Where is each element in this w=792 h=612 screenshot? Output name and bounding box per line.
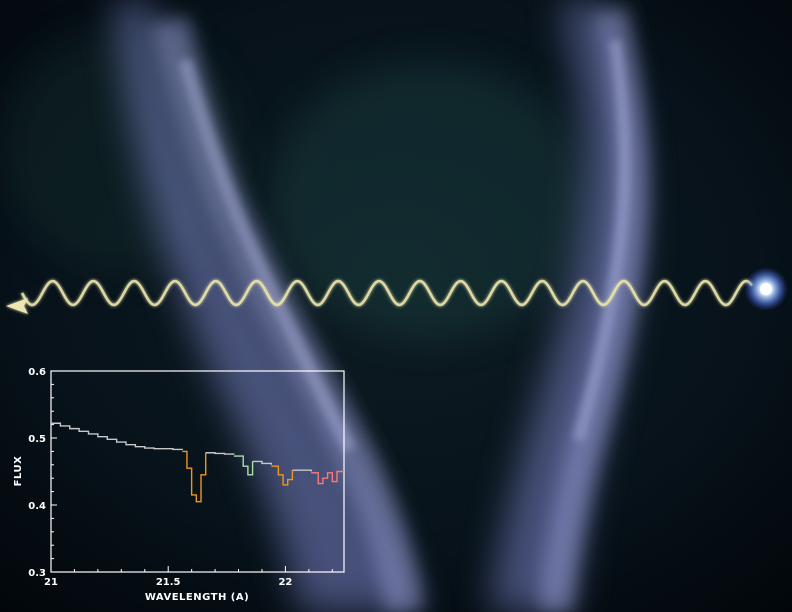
y-tick-label: 0.5 <box>28 434 46 445</box>
spectrum-series-2 <box>205 452 235 455</box>
nebula-band-right <box>490 0 649 612</box>
spectrum-series-5 <box>271 465 294 486</box>
spectrum-series-0 <box>51 422 183 451</box>
y-axis-ticks: 0.3 0.4 0.5 0.6 <box>28 367 57 579</box>
x-tick-label: 21 <box>44 577 58 588</box>
y-tick-label: 0.6 <box>28 367 46 378</box>
spectrum-series-4 <box>252 460 273 465</box>
glowing-star-icon <box>744 267 788 311</box>
x-axis-ticks: 21 21.5 22 <box>44 566 333 588</box>
light-ray <box>6 279 754 314</box>
x-axis-label: WAVELENGTH (A) <box>145 592 249 603</box>
spectrum-series-6 <box>292 469 312 472</box>
spectrum-series-1 <box>182 450 207 503</box>
y-tick-label: 0.3 <box>28 568 46 579</box>
teal-haze <box>270 60 590 340</box>
x-tick-label: 22 <box>278 577 292 588</box>
series-layer <box>51 422 344 503</box>
spectrum-series-3 <box>233 455 254 476</box>
y-tick-label: 0.4 <box>28 501 46 512</box>
x-tick-label: 21.5 <box>156 577 181 588</box>
light-ray-arrowhead-icon <box>6 298 28 314</box>
y-axis-label: FLUX <box>13 456 24 487</box>
light-wave <box>20 279 754 307</box>
spectrum-inset: 21 21.5 22 0.3 0.4 0.5 0.6 WAVELENGTH (A) FLU… <box>13 367 345 603</box>
spectrum-series-7 <box>311 470 344 485</box>
